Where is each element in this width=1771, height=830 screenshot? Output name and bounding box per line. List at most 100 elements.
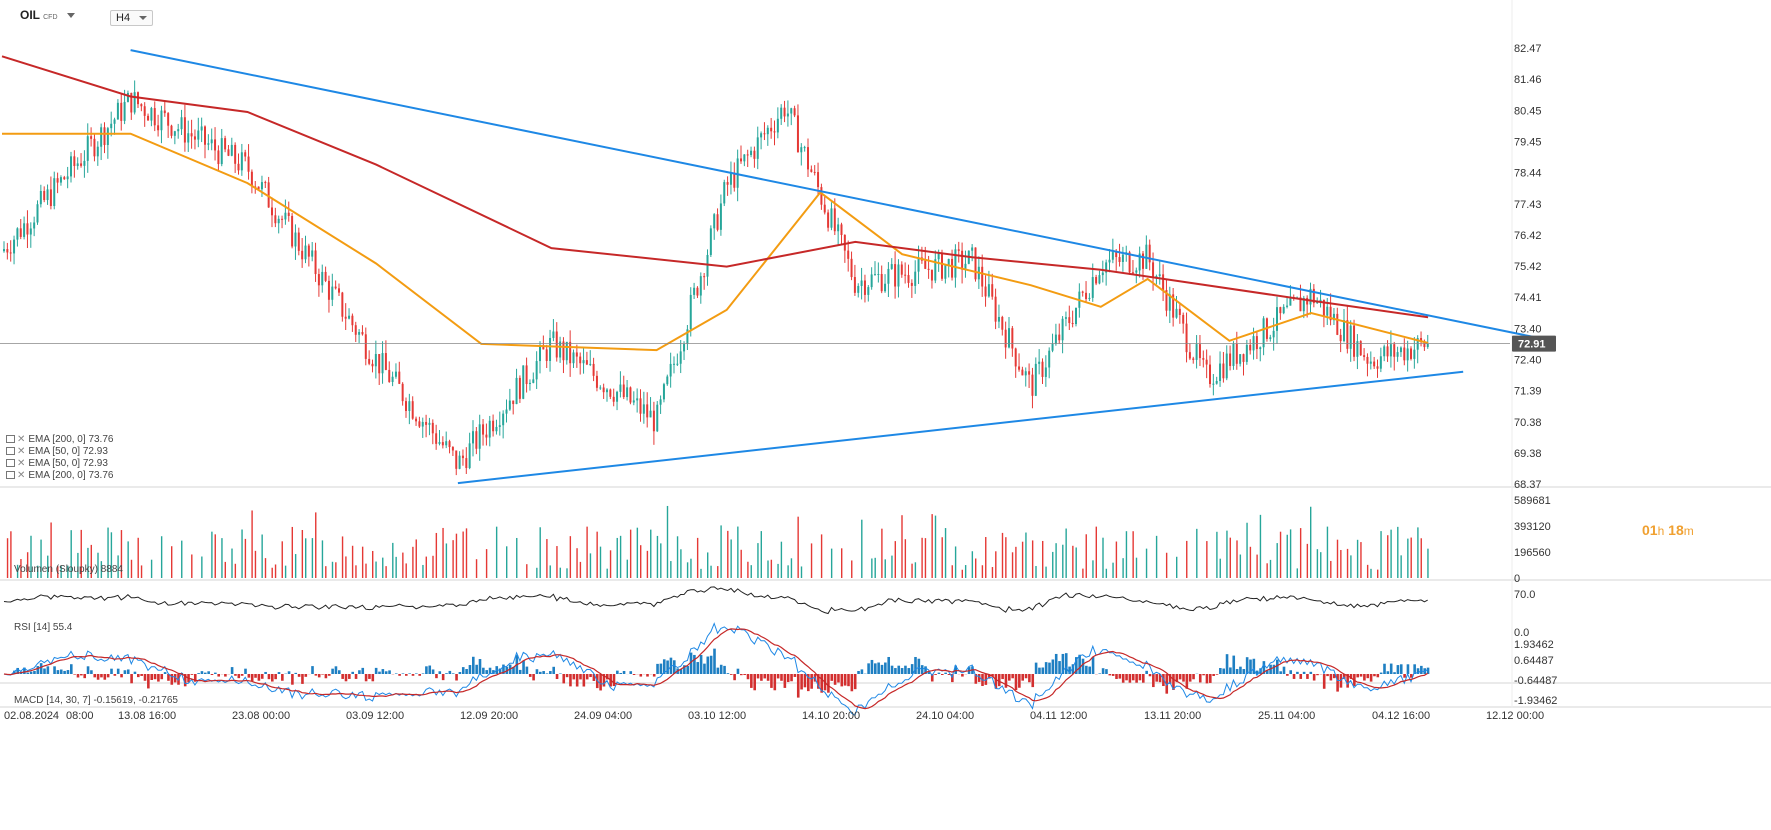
volume-bar (251, 510, 252, 578)
candle-body (609, 390, 611, 397)
symbol-selector[interactable]: OIL CFD (20, 8, 75, 22)
x-tick-label: 08:00 (66, 710, 94, 722)
x-tick-label: 12.09 20:00 (460, 710, 518, 722)
candle-body (449, 441, 451, 447)
candle-body (1058, 335, 1060, 341)
macd-hist-bar (897, 666, 900, 674)
volume-bar (402, 553, 403, 578)
candle-body (184, 117, 186, 142)
candle-body (1075, 308, 1077, 324)
candle (1276, 297, 1278, 344)
macd-hist-bar (1088, 667, 1091, 674)
volume-bar (680, 549, 681, 578)
candle (321, 265, 323, 293)
macd-hist-bar (767, 674, 770, 681)
candle-body (894, 264, 896, 286)
candle (512, 400, 514, 414)
visibility-icon[interactable] (6, 471, 15, 479)
candle-body (1209, 365, 1211, 384)
candle (1323, 300, 1325, 328)
macd-hist-bar (589, 674, 592, 677)
candle (361, 325, 363, 335)
macd-hist-bar (57, 670, 60, 674)
candle (810, 165, 812, 172)
candle (217, 145, 219, 170)
candle-body (291, 216, 293, 247)
volume-bar (610, 550, 611, 578)
legend-item[interactable]: ✕EMA [200, 0] 73.76 (6, 470, 113, 481)
candle-body (810, 169, 812, 172)
candle (1243, 354, 1245, 376)
candle-body (566, 342, 568, 360)
candle (653, 402, 655, 445)
candle (70, 152, 72, 183)
candle-body (1112, 252, 1114, 260)
candle (1001, 316, 1003, 336)
candle-body (154, 108, 156, 125)
legend-item[interactable]: ✕EMA [50, 0] 72.93 (6, 458, 108, 469)
volume-bar (1350, 555, 1351, 578)
volume-bar (1086, 534, 1087, 578)
candle-body (150, 108, 152, 121)
candle (1356, 334, 1358, 369)
candle-body (529, 383, 531, 384)
macd-hist-bar (432, 669, 435, 674)
visibility-icon[interactable] (6, 435, 15, 443)
candle (221, 129, 223, 166)
candle-body (539, 345, 541, 361)
candle-body (1393, 344, 1395, 357)
macd-hist-bar (435, 674, 438, 678)
candle-body (1273, 331, 1275, 337)
volume-bar (335, 562, 336, 578)
macd-hist-bar (110, 669, 113, 674)
candle (566, 342, 568, 365)
visibility-icon[interactable] (6, 447, 15, 455)
candle (499, 412, 501, 436)
candle (308, 244, 310, 267)
timeframe-selector[interactable]: H4 (110, 10, 153, 26)
close-icon[interactable]: ✕ (17, 446, 25, 457)
volume-bar (1411, 538, 1412, 578)
candle (552, 319, 554, 341)
close-icon[interactable]: ✕ (17, 434, 25, 445)
macd-hist-bar (1042, 667, 1045, 674)
candle-body (676, 364, 678, 365)
candle-body (1407, 348, 1409, 360)
candle (650, 397, 652, 417)
close-icon[interactable]: ✕ (17, 470, 25, 481)
legend-item[interactable]: ✕EMA [200, 0] 73.76 (6, 434, 113, 445)
volume-bar (1337, 540, 1338, 578)
candle (40, 185, 42, 208)
legend-item[interactable]: ✕EMA [50, 0] 72.93 (6, 446, 108, 457)
volume-bar (617, 538, 618, 578)
macd-hist-bar (961, 674, 964, 677)
volume-bar (781, 542, 782, 578)
volume-bar (352, 546, 353, 578)
macd-hist-bar (1202, 674, 1205, 675)
volume-bar (556, 546, 557, 578)
candle-body (1159, 274, 1161, 276)
candle (301, 238, 303, 268)
macd-hist-bar (827, 674, 830, 693)
candle (171, 125, 173, 139)
candle-body (1015, 349, 1017, 367)
visibility-icon[interactable] (6, 459, 15, 467)
close-icon[interactable]: ✕ (17, 458, 25, 469)
macd-hist-bar (941, 674, 944, 675)
volume-bar (1012, 552, 1013, 578)
candle (656, 401, 658, 432)
macd-hist-bar (1232, 656, 1235, 674)
candle-body (593, 364, 595, 376)
candle-body (378, 354, 380, 373)
price-tick-label: 82.47 (1514, 43, 1542, 55)
candle (1038, 349, 1040, 374)
candle-body (1186, 324, 1188, 353)
candle-body (134, 92, 136, 112)
candle (227, 145, 229, 156)
macd-hist-bar (114, 674, 117, 676)
candle (841, 223, 843, 245)
candle (790, 108, 792, 125)
candle-body (871, 274, 873, 287)
